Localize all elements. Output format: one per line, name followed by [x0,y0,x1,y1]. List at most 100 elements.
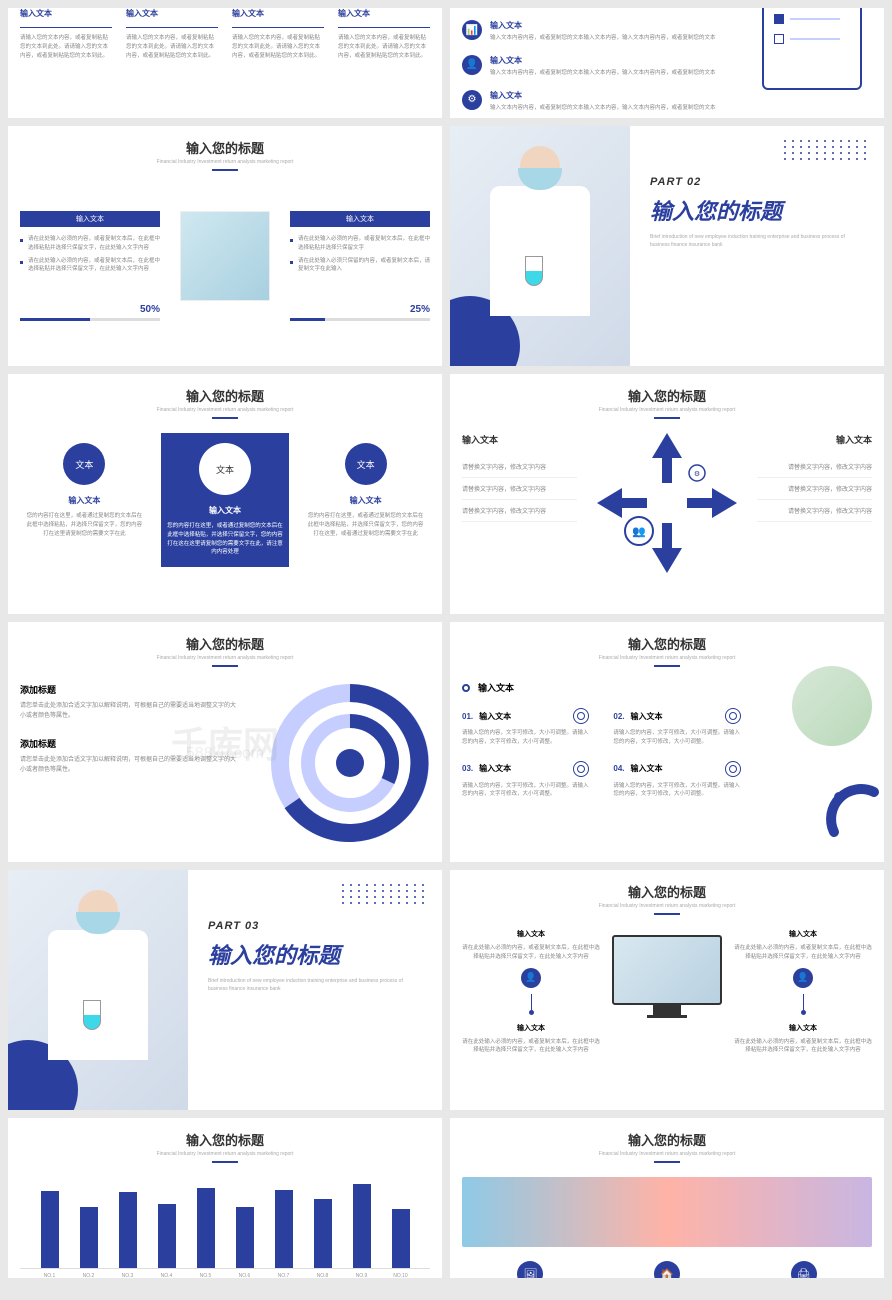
top-right: 输入文本 请在此处输入必须的内容，或者复制文本后，在此框中选择粘贴并选择只保留文… [734,929,872,1055]
monitor-graphic [612,935,722,1049]
col-rule [126,27,218,28]
list-line: 请替换文字内容，修改文字内容 [462,478,577,500]
list-item: 📊 输入文本输入文本内容内容，或者复制您的文本输入文本内容，输入文本内容内容，或… [462,20,732,43]
scientist-photo [8,870,188,1110]
item-heading: 输入文本 [631,711,663,722]
progress-box-2: 输入文本 请在此处输入必须的内容，或者复制文本后，在此框中选择粘贴并选择只保留文… [290,211,430,321]
bar-label: NO.5 [197,1273,215,1278]
bar-label: NO.10 [392,1273,410,1278]
item-text: 输入文本内容内容，或者复制您的文本输入文本内容，输入文本内容内容，或者复制您的文… [490,69,732,78]
progress-bar [290,318,430,321]
list-item: 02.输入文本 请输入您的内容，文字可修改，大小可调整。请输入您的内容，文字可修… [613,708,740,747]
col-rule [232,27,324,28]
item-heading: 输入文本 [479,763,511,774]
slide-part-divider-02: PART 02 输入您的标题 Brief introduction of new… [450,126,884,366]
dot-grid-icon [784,140,868,160]
title-underline [654,417,680,419]
bar-label: NO.1 [41,1273,59,1278]
left-list: 输入文本 请替换文字内容，修改文字内容 请替换文字内容，修改文字内容 请替换文字… [462,433,577,573]
item-text: 请在此处输入必须的内容，或者复制文本后，在此框中选择粘贴并选择只保留文字，在此处… [462,1038,600,1056]
block-text: 请您单击此处添加合适文字加以解释说明，可根据自己的需要适当地调整文字的大小或者颜… [20,702,240,721]
slide-subtitle: Financial Industry Investment return ana… [20,407,430,413]
item-text: 请输入您的内容，文字可修改，大小可调整。请输入您的内容，文字可修改，大小可调整。 [462,729,589,747]
circle-box-1: 文本 输入文本 您的内容打在这里，或者通过复制您的文本后在此框中选择粘贴，并选择… [20,433,149,567]
slide-title: 输入您的标题 [462,634,872,653]
box-text: 您的内容打在这里，或者通过复制您的文本后在此框中选择粘贴，并选择只保留文字，您的… [307,512,424,538]
item-heading: 输入文本 [734,929,872,939]
list-line: 请替换文字内容，修改文字内容 [757,500,872,522]
icon-list: 📊 输入文本输入文本内容内容，或者复制您的文本输入文本内容，输入文本内容内容，或… [462,20,732,106]
slide-donut: 输入您的标题 Financial Industry Investment ret… [8,622,442,862]
donut-chart [270,683,430,843]
slide-title: 输入您的标题 [462,882,872,901]
item-number: 04. [613,764,624,773]
list-item: ⚙ 输入文本输入文本内容内容，或者复制您的文本输入文本内容，输入文本内容内容，或… [462,90,732,113]
item-text: 请在此处输入必须的内容，或者复制文本后，在此框中选择粘贴并选择只保留文字，在此处… [734,1038,872,1056]
progress-box-1: 输入文本 请在此处输入必须的内容，或者复制文本后，在此框中选择粘贴并选择只保留文… [20,211,160,321]
slide-progress: 输入您的标题 Financial Industry Investment ret… [8,126,442,366]
bar [236,1207,254,1268]
bar [197,1188,215,1268]
title-underline [212,169,238,171]
item-text: 请输入您的内容，文字可修改，大小可调整。请输入您的内容，文字可修改，大小可调整。 [462,782,589,800]
progress-bar [20,318,160,321]
slide-subtitle: Financial Industry Investment return ana… [462,903,872,909]
item-text: 输入文本内容内容，或者复制您的文本输入文本内容，输入文本内容内容，或者复制您的文… [490,104,732,113]
item-text: 请输入您的内容，文字可修改，大小可调整。请输入您的内容，文字可修改，大小可调整。 [613,729,740,747]
circle-label: 文本 [345,443,387,485]
dot-grid-icon [342,884,426,904]
slide-subtitle: Financial Industry Investment return ana… [462,1151,872,1157]
slide-part-divider-03: PART 03 输入您的标题 Brief introduction of new… [8,870,442,1110]
bar-label: NO.7 [275,1273,293,1278]
box-header: 输入文本 [290,211,430,227]
image-icon: 🖼 [517,1261,543,1278]
bar [275,1190,293,1268]
block-heading: 添加标题 [20,737,240,750]
percent-label: 25% [290,304,430,315]
box-text: 您的内容打在这里，或者通过复制您的文本后在此框中选择粘贴，并选择只保留文字，您的… [167,522,284,557]
box-heading: 输入文本 [167,505,284,516]
svg-text:👥: 👥 [632,526,646,538]
bar-label: NO.4 [158,1273,176,1278]
scientist-photo [450,126,630,366]
slide-four-items: 输入您的标题 Financial Industry Investment ret… [450,622,884,862]
person-icon: 👤 [521,968,541,988]
slide-subtitle: Financial Industry Investment return ana… [20,655,430,661]
checkbox-icon [774,34,784,44]
part-desc: Brief introduction of new employee induc… [650,234,864,249]
col-2: 输入文本 请输入您的文本内容，或者复制粘贴您的文本到此处。请请输入您的文本内容，… [126,8,218,106]
circle-box-3: 文本 输入文本 您的内容打在这里，或者通过复制您的文本后在此框中选择粘贴，并选择… [301,433,430,567]
list-item: 03.输入文本 请输入您的内容，文字可修改，大小可调整。请输入您的内容，文字可修… [462,761,589,800]
lab-photo [792,666,872,746]
col-text: 请输入您的文本内容，或者复制粘贴您的文本到此处。请请输入您的文本内容，或者复制粘… [20,34,112,60]
slide-title: 输入您的标题 [462,386,872,405]
bullet: 请在此处输入必须只保留的内容，或者复制文本后，请复制文字在此输入 [290,257,430,275]
part-title: 输入您的标题 [650,194,864,226]
item-text: 请在此处输入必须的内容，或者复制文本后，在此框中选择粘贴并选择只保留文字，在此处… [462,944,600,962]
checkbox-checked-icon [774,14,784,24]
title-underline [654,665,680,667]
slide-subtitle: Financial Industry Investment return ana… [462,655,872,661]
arrows-icon: 👥 ⚙ [597,433,737,573]
col-3: 输入文本 请输入您的文本内容，或者复制粘贴您的文本到此处。请请输入您的文本内容，… [232,8,324,106]
percent-label: 50% [20,304,160,315]
slide-bar-chart: 输入您的标题 Financial Industry Investment ret… [8,1118,442,1278]
slide-image-icons: 输入您的标题 Financial Industry Investment ret… [450,1118,884,1278]
slide-title: 输入您的标题 [462,1130,872,1149]
gear-icon [573,761,589,777]
part-label: PART 03 [208,920,422,932]
item-heading: 输入文本 [462,1023,600,1033]
bar [392,1209,410,1268]
slide-iconlist: 📊 输入文本输入文本内容内容，或者复制您的文本输入文本内容，输入文本内容内容，或… [450,8,884,118]
circle-label: 文本 [63,443,105,485]
slides-grid: 输入文本 请输入您的文本内容，或者复制粘贴您的文本到此处。请请输入您的文本内容，… [8,8,884,1278]
slide-three-circles: 输入您的标题 Financial Industry Investment ret… [8,374,442,614]
col-1: 输入文本 请输入您的文本内容，或者复制粘贴您的文本到此处。请请输入您的文本内容，… [20,8,112,106]
col-heading: 输入文本 [126,8,218,19]
text-blocks: 添加标题 请您单击此处添加合适文字加以解释说明，可根据自己的需要适当地调整文字的… [20,683,240,843]
section-heading: 输入文本 [478,681,514,694]
item-text: 请在此处输入必须的内容，或者复制文本后，在此框中选择粘贴并选择只保留文字，在此处… [734,944,872,962]
bar [41,1191,59,1268]
bar [119,1192,137,1268]
list-line: 请替换文字内容，修改文字内容 [757,456,872,478]
